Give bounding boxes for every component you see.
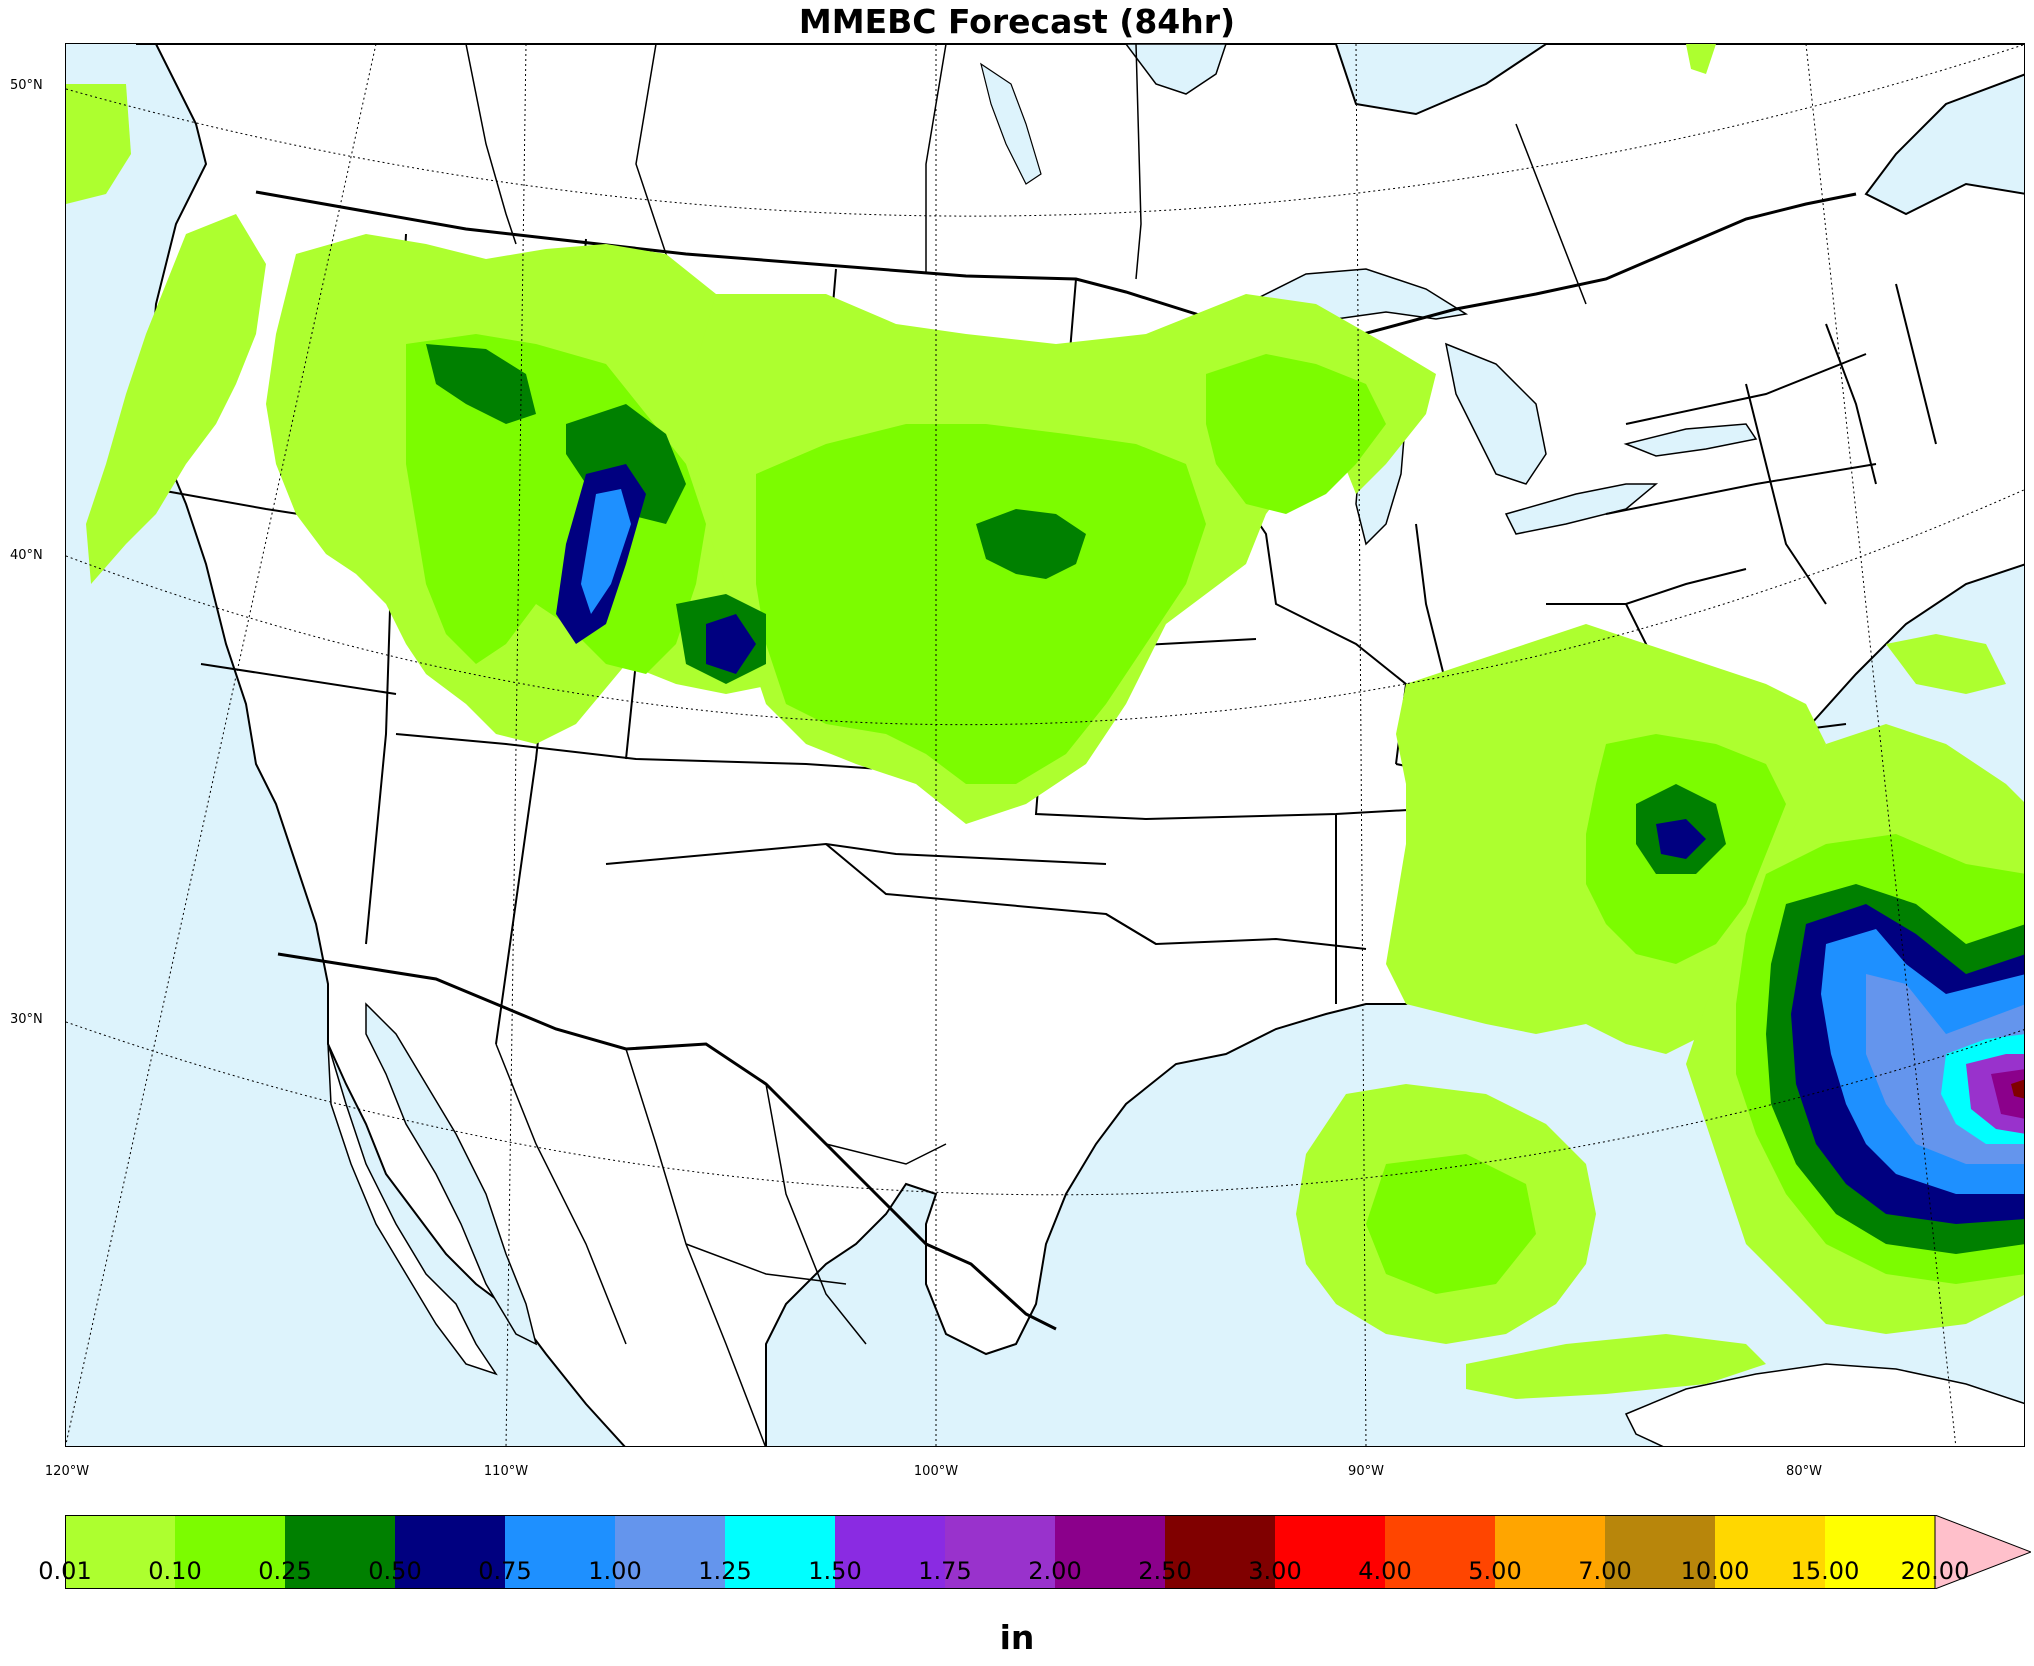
- precip-ne-atlantic: [1886, 634, 2006, 694]
- precip-great-plains-mid: [756, 424, 1206, 784]
- colorbar-segment: [1055, 1515, 1165, 1589]
- precip-caribbean: [1466, 1334, 1766, 1399]
- colorbar-segment: [1825, 1515, 1935, 1589]
- lon-label-100: 100°W: [913, 1464, 959, 1479]
- colorbar-tick-label: 3.00: [1248, 1557, 1302, 1585]
- colorbar-segment: [285, 1515, 395, 1589]
- colorbar-tick-label: 2.50: [1138, 1557, 1192, 1585]
- lat-label-30: 30°N: [10, 1012, 43, 1027]
- colorbar-segment: [1715, 1515, 1825, 1589]
- colorbar-tick-label: 0.50: [368, 1557, 422, 1585]
- lake-erie: [1504, 483, 1659, 535]
- precip-gulf-mid: [1366, 1154, 1536, 1294]
- colorbar-tick-label: 0.75: [478, 1557, 532, 1585]
- baja-peninsula: [327, 1043, 498, 1376]
- colorbar-tick-label: 5.00: [1468, 1557, 1522, 1585]
- colorbar-outline: [65, 1515, 1936, 1589]
- precip-wa-coast: [66, 84, 131, 204]
- precip-atlantic-core: [2011, 1079, 2024, 1099]
- colorbar-units-label: in: [999, 1618, 1035, 1657]
- colorbar-tick-label: 15.00: [1790, 1557, 1860, 1585]
- gulf-of-california: [365, 1002, 538, 1346]
- colorbar-tick-label: 1.50: [808, 1557, 862, 1585]
- lat-label-40: 40°N: [10, 548, 43, 563]
- precip-atlantic-ring8: [1991, 1069, 2024, 1119]
- precipitation-overlay: [66, 44, 2024, 1399]
- colorbar-segment: [395, 1515, 505, 1589]
- colorbar-segment: [1275, 1515, 1385, 1589]
- map-panel[interactable]: [65, 43, 2025, 1447]
- colorbar-tick-label: 4.00: [1358, 1557, 1412, 1585]
- colorbar-tick-label: 1.00: [588, 1557, 642, 1585]
- precip-rockies-max: [581, 489, 631, 614]
- graticule-lines: [66, 44, 2024, 1446]
- precip-pacific-northwest: [86, 214, 266, 584]
- lon-label-120: 120°W: [44, 1464, 90, 1479]
- colorbar-tick-label: 20.00: [1900, 1557, 1970, 1585]
- lon-label-110: 110°W: [483, 1464, 529, 1479]
- precip-great-lakes: [1206, 354, 1386, 514]
- colorbar-segment: [835, 1515, 945, 1589]
- lon-label-90: 90°W: [1348, 1464, 1384, 1479]
- colorbar-segment: [1385, 1515, 1495, 1589]
- colorbar-segment: [615, 1515, 725, 1589]
- colorbar-tick-label: 0.10: [148, 1557, 202, 1585]
- cuba: [1624, 1363, 2024, 1446]
- precip-canada-north: [1686, 44, 1716, 74]
- precip-carolinas-peak: [1656, 819, 1706, 859]
- colorbar-tick-label: 0.01: [38, 1557, 92, 1585]
- colorbar-segment: [1605, 1515, 1715, 1589]
- colorbar-segment: [945, 1515, 1055, 1589]
- map-title: MMEBC Forecast (84hr): [798, 2, 1236, 41]
- colorbar-tick-label: 10.00: [1680, 1557, 1750, 1585]
- precip-nebraska-core: [976, 509, 1086, 579]
- colorbar-segment: [65, 1515, 175, 1589]
- colorbar-tick-label: 2.00: [1028, 1557, 1082, 1585]
- map-canvas: [66, 44, 2024, 1446]
- colorbar-segment: [725, 1515, 835, 1589]
- colorbar-tick-label: 7.00: [1578, 1557, 1632, 1585]
- colorbar-segment: [1165, 1515, 1275, 1589]
- lat-label-50: 50°N: [10, 78, 43, 93]
- colorbar-segment: [505, 1515, 615, 1589]
- colorbar-tick-label: 1.25: [698, 1557, 752, 1585]
- colorbar-tick-label: 1.75: [918, 1557, 972, 1585]
- canadian-lake: [980, 62, 1042, 185]
- lake-huron: [1444, 342, 1547, 485]
- lon-label-80: 80°W: [1786, 1464, 1822, 1479]
- colorbar: [65, 1515, 2031, 1589]
- hudson-bay-area: [1125, 44, 1227, 95]
- colorbar-segment: [175, 1515, 285, 1589]
- colorbar-segment: [1495, 1515, 1605, 1589]
- lake-ontario: [1623, 423, 1758, 457]
- colorbar-tick-label: 0.25: [258, 1557, 312, 1585]
